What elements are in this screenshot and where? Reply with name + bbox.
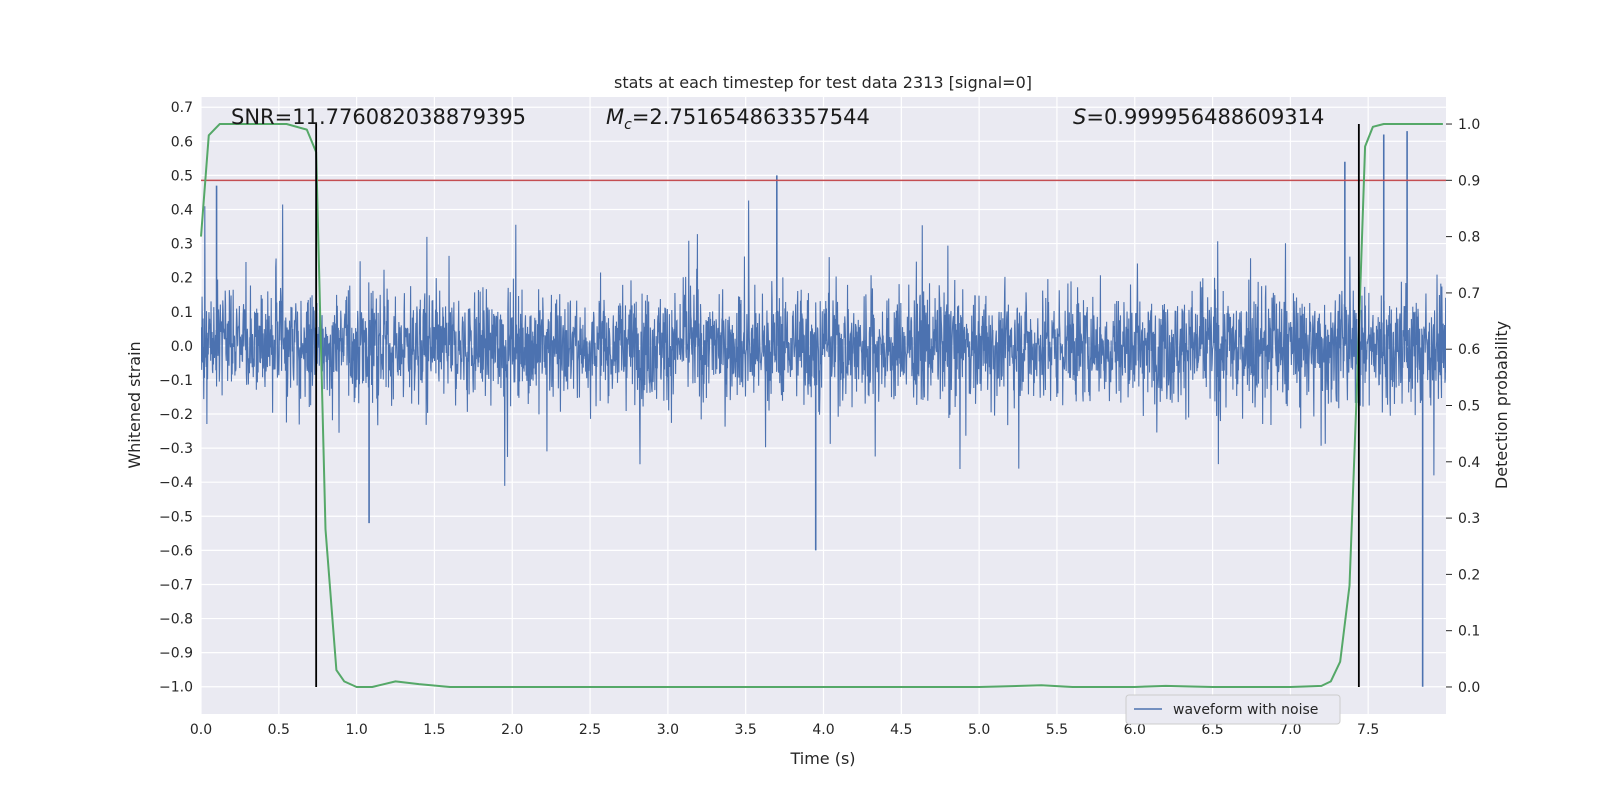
score-annotation: S=0.999956488609314: [1073, 105, 1324, 129]
y-tick-label: 0.5: [171, 168, 193, 184]
y2-tick-label: 0.5: [1458, 399, 1480, 415]
grid: [200, 97, 1446, 714]
y2-tick-label: 0.3: [1458, 511, 1480, 527]
x-tick-label: 6.0: [1124, 722, 1146, 738]
x-tick-label: 0.5: [268, 722, 290, 738]
x-tick-label: 1.5: [423, 722, 445, 738]
waveform-noise-line: [201, 200, 1446, 486]
y-tick-label: 0.6: [171, 134, 193, 150]
score-value: =0.999956488609314: [1086, 105, 1324, 129]
y-tick-label: −0.5: [159, 509, 193, 525]
score-symbol: S: [1073, 105, 1086, 129]
chirp-mass-subscript: c: [624, 117, 632, 133]
y2-tick-label: 0.7: [1458, 286, 1480, 302]
y2-tick-label: 0.0: [1458, 680, 1480, 696]
y2-axis-label: Detection probability: [1492, 321, 1511, 489]
detection-probability-series: [200, 123, 1443, 688]
chirp-mass-annotation: Mc=2.751654863357544: [606, 105, 870, 133]
y-tick-label: −0.8: [159, 612, 193, 628]
x-tick-label: 4.0: [812, 722, 834, 738]
legend-label: waveform with noise: [1173, 702, 1318, 718]
x-tick-label: 7.5: [1357, 722, 1379, 738]
y-tick-label: −0.3: [159, 441, 193, 457]
chart-title: stats at each timestep for test data 231…: [614, 73, 1032, 92]
y-tick-label: 0.3: [171, 237, 193, 253]
y-tick-label: 0.1: [171, 305, 193, 321]
y-tick-label: −0.6: [159, 543, 193, 559]
x-tick-label: 5.5: [1046, 722, 1068, 738]
y2-tick-label: 0.2: [1458, 567, 1480, 583]
y-tick-label: −0.1: [159, 373, 193, 389]
y-tick-label: −0.7: [159, 577, 193, 593]
y-tick-label: −0.4: [159, 475, 193, 491]
x-tick-label: 0.0: [190, 722, 212, 738]
detection-probability-line: [200, 123, 1443, 688]
x-tick-label: 3.5: [735, 722, 757, 738]
y2-axis-ticks: 1.0 0.9 0.8 0.7 0.6 0.5 0.4 0.3 0.2 0.1 0.0: [1446, 117, 1480, 696]
x-tick-label: 5.0: [968, 722, 990, 738]
y2-tick-label: 0.1: [1458, 624, 1480, 640]
x-tick-label: 2.5: [579, 722, 601, 738]
x-axis-label: Time (s): [789, 749, 855, 768]
y2-tick-label: 0.4: [1458, 455, 1480, 471]
y2-tick-label: 0.6: [1458, 342, 1480, 358]
y-tick-label: 0.2: [171, 271, 193, 287]
snr-annotation: SNR=11.776082038879395: [231, 105, 526, 129]
waveform-series: [201, 131, 1446, 687]
chirp-mass-symbol: M: [606, 105, 624, 129]
y-tick-label: 0.7: [171, 100, 193, 116]
y-tick-label: −0.9: [159, 646, 193, 662]
y-tick-label: −0.2: [159, 407, 193, 423]
y-tick-label: 0.0: [171, 339, 193, 355]
y-tick-label: −1.0: [159, 680, 193, 696]
legend: waveform with noise: [1125, 694, 1341, 725]
x-tick-label: 3.0: [657, 722, 679, 738]
y-axis-label: Whitened strain: [125, 341, 144, 468]
vertical-markers: [315, 124, 1360, 687]
x-tick-label: 6.5: [1201, 722, 1223, 738]
x-tick-label: 7.0: [1279, 722, 1301, 738]
y2-tick-label: 0.9: [1458, 173, 1480, 189]
legend-box: [1125, 694, 1341, 725]
chirp-mass-value: =2.751654863357544: [632, 105, 870, 129]
x-tick-label: 2.0: [501, 722, 523, 738]
y2-tick-label: 0.8: [1458, 230, 1480, 246]
x-tick-label: 1.0: [345, 722, 367, 738]
x-tick-label: 4.5: [890, 722, 912, 738]
y-tick-label: 0.4: [171, 202, 193, 218]
x-axis-ticks: 0.0 0.5 1.0 1.5 2.0 2.5 3.0 3.5 4.0 4.5 5.0 5.5 6.0 6…: [190, 722, 1379, 738]
y2-tick-label: 1.0: [1458, 117, 1480, 133]
y-axis-ticks: 0.7 0.6 0.5 0.4 0.3 0.2 0.1 0.0 −0.1 −0.2 −0.3 −0.4…: [159, 100, 193, 696]
